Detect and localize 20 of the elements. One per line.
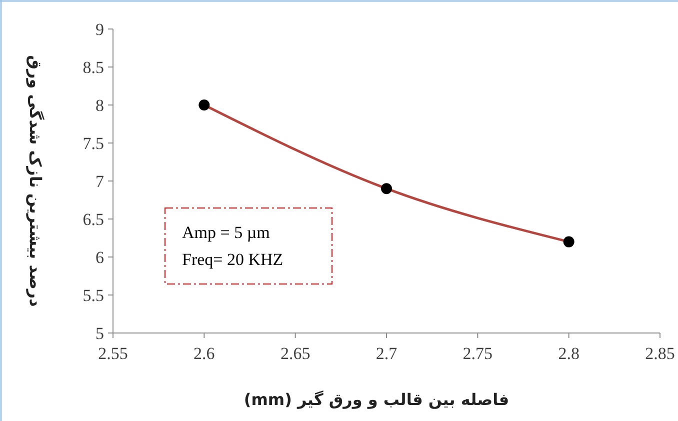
y-tick-label: 5.5 <box>82 286 104 305</box>
x-tick-label: 2.75 <box>462 344 493 363</box>
x-tick-label: 2.85 <box>645 344 675 363</box>
x-tick-label: 2.55 <box>98 344 128 363</box>
y-axis-title: درصد بیشترین نازک شدگی ورق <box>26 55 45 307</box>
y-tick-label: 7.5 <box>82 134 104 153</box>
x-tick-label: 2.65 <box>280 344 310 363</box>
y-tick-label: 7 <box>96 172 104 191</box>
y-tick-label: 9 <box>96 20 104 39</box>
x-tick-label: 2.8 <box>558 344 580 363</box>
y-tick-label: 6.5 <box>82 210 104 229</box>
y-tick-label: 8 <box>96 96 104 115</box>
y-tick-label: 8.5 <box>82 58 104 77</box>
x-tick-label: 2.6 <box>194 344 215 363</box>
x-tick-label: 2.7 <box>376 344 398 363</box>
x-axis-title: فاصله بین قالب و ورق گیر (mm) <box>244 390 510 409</box>
y-tick-label: 6 <box>96 248 104 267</box>
annotation: Freq= 20 KHZ <box>182 250 284 269</box>
y-tick-label: 5 <box>96 324 104 343</box>
annotation: Amp = 5 µm <box>182 223 270 242</box>
